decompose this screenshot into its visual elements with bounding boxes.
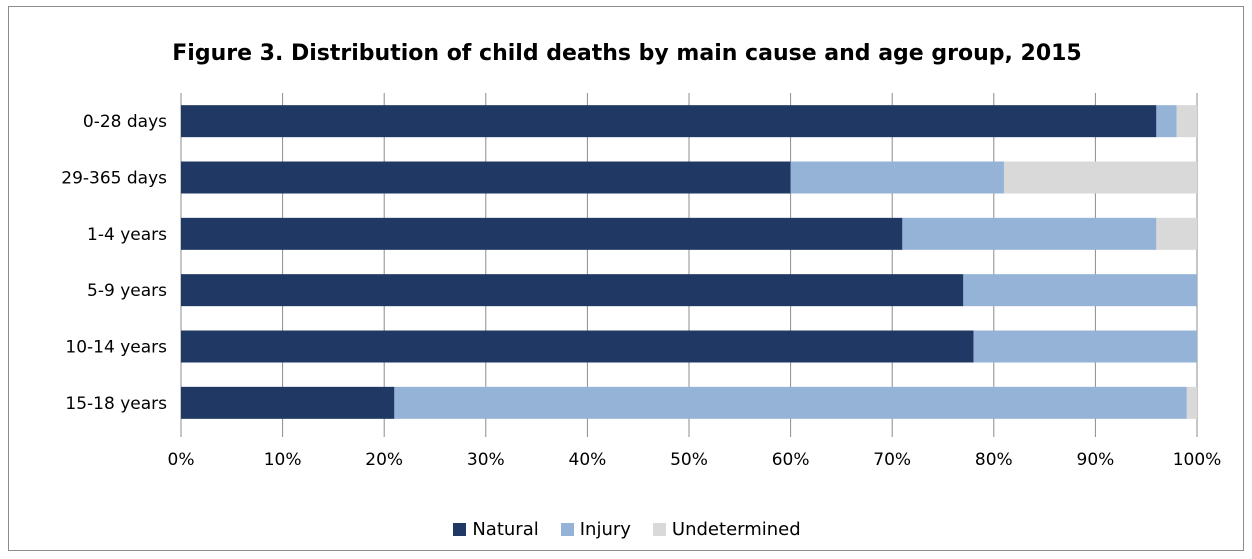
category-label: 0-28 days <box>83 112 167 132</box>
chart-legend: Natural Injury Undetermined <box>9 519 1245 540</box>
legend-item: Injury <box>560 519 631 540</box>
x-tick-label: 0% <box>168 450 195 470</box>
category-label: 15-18 years <box>65 394 167 414</box>
category-label: 29-365 days <box>61 169 167 189</box>
x-tick-label: 90% <box>1077 450 1115 470</box>
bar-undetermined-1-4-years <box>1156 217 1197 250</box>
bar-undetermined-29-365-days <box>1003 161 1197 194</box>
bar-injury-10-14-years <box>973 330 1197 363</box>
legend-label: Natural <box>472 519 539 540</box>
chart-frame: Figure 3. Distribution of child deaths b… <box>8 6 1244 551</box>
bar-natural-10-14-years <box>181 330 974 363</box>
legend-item: Undetermined <box>652 519 801 540</box>
legend-label: Undetermined <box>671 519 801 540</box>
bar-natural-5-9-years <box>181 274 964 307</box>
x-tick-label: 30% <box>467 450 505 470</box>
legend-swatch <box>560 523 574 536</box>
category-label: 10-14 years <box>65 338 167 358</box>
category-label: 5-9 years <box>87 281 167 301</box>
chart-title: Figure 3. Distribution of child deaths b… <box>172 41 1082 66</box>
x-tick-label: 20% <box>365 450 403 470</box>
bar-injury-15-18-years <box>394 386 1187 419</box>
bar-injury-1-4-years <box>902 217 1157 250</box>
bar-undetermined-0-28-days <box>1176 105 1197 138</box>
bar-injury-29-365-days <box>790 161 1004 194</box>
bar-natural-1-4-years <box>181 217 903 250</box>
x-tick-label: 40% <box>569 450 607 470</box>
x-tick-label: 80% <box>975 450 1013 470</box>
bar-natural-0-28-days <box>181 105 1157 138</box>
x-tick-label: 60% <box>772 450 810 470</box>
x-tick-label: 70% <box>873 450 911 470</box>
x-tick-label: 100% <box>1173 450 1222 470</box>
bar-chart: 0% 10% 20% 30% 40% 50% 60% 70% 80% 90% 100% 0-28 da… <box>61 93 1222 470</box>
category-label: 1-4 years <box>87 225 167 245</box>
bar-natural-15-18-years <box>181 386 395 419</box>
legend-item: Natural <box>453 519 539 540</box>
legend-swatch <box>652 523 666 536</box>
legend-swatch <box>453 523 467 536</box>
bar-natural-29-365-days <box>181 161 791 194</box>
bar-undetermined-15-18-years <box>1186 386 1197 419</box>
bar-injury-5-9-years <box>963 274 1197 307</box>
bar-injury-0-28-days <box>1156 105 1177 138</box>
legend-label: Injury <box>579 519 631 540</box>
x-tick-label: 10% <box>264 450 302 470</box>
x-tick-label: 50% <box>670 450 708 470</box>
